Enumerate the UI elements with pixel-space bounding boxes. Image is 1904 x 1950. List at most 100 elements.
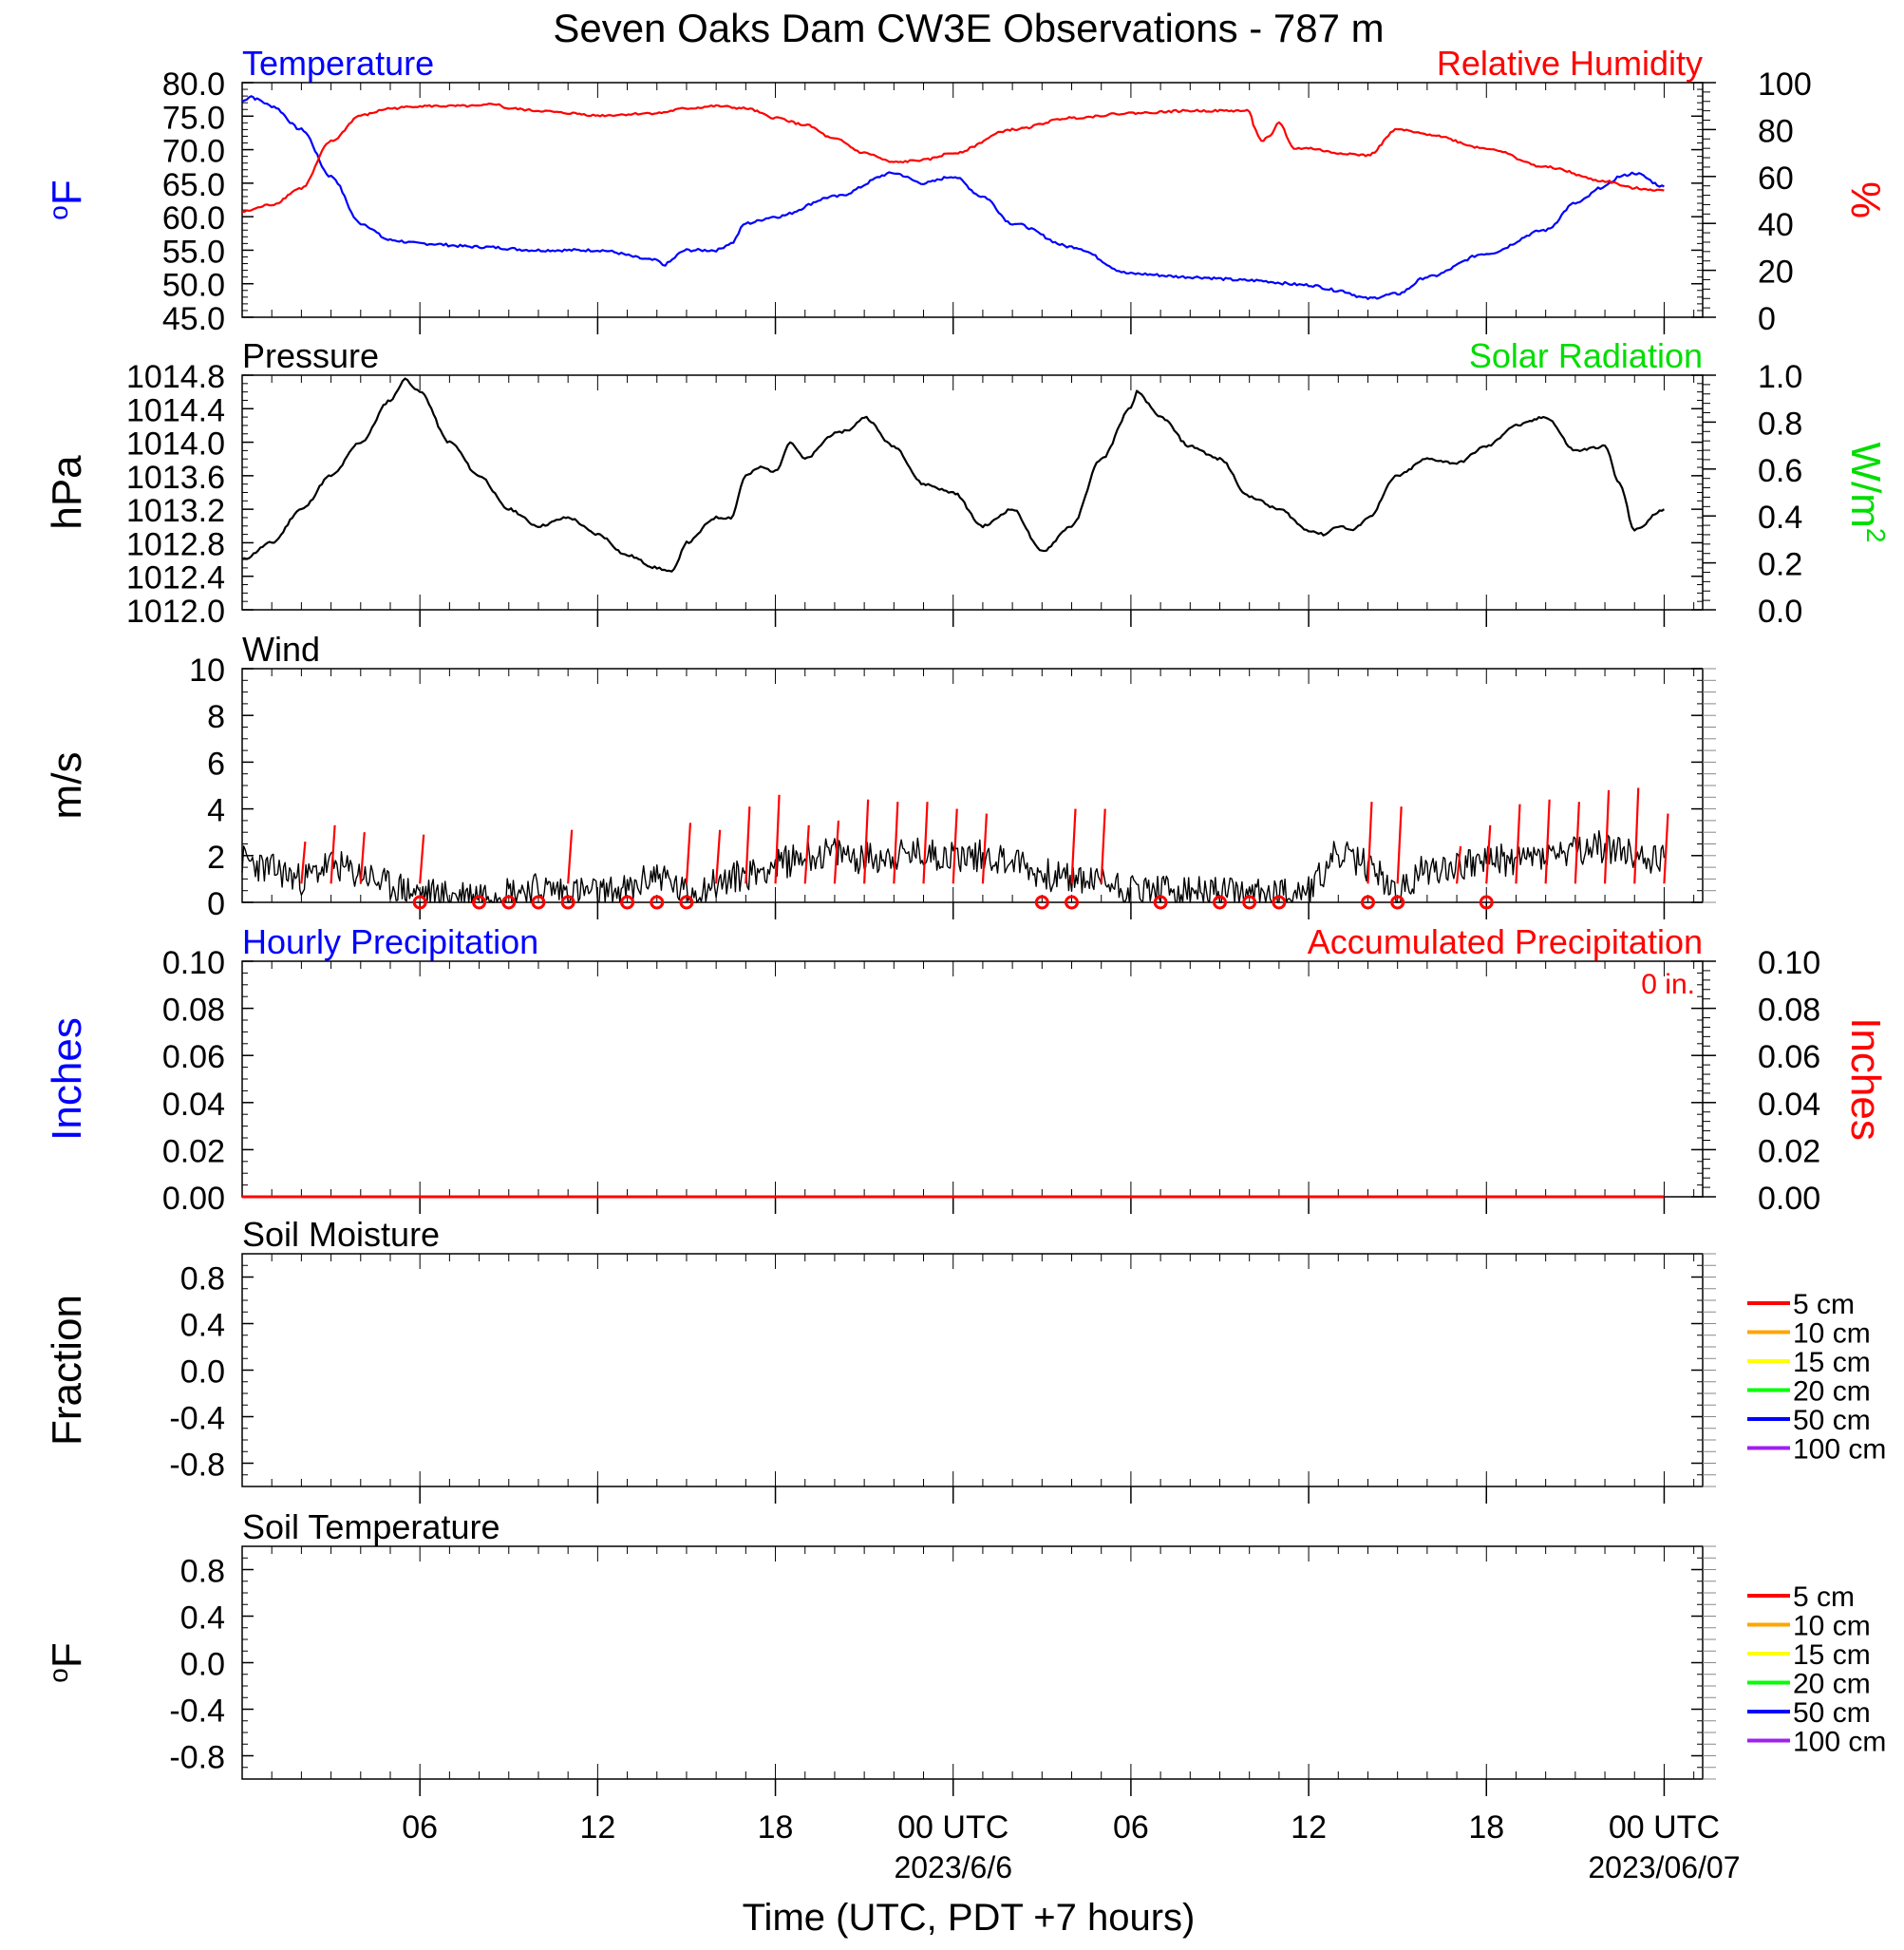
calm-wind-marker [472, 895, 487, 910]
panel-title-left: Hourly Precipitation [242, 922, 538, 961]
x-tick-label: 06 [1113, 1809, 1149, 1846]
wind-barb [330, 824, 336, 884]
x-axis: 06 12 18 00 UTC 2023/6/6 06 12 18 00 UTC 2023/06/… [402, 1809, 1740, 1884]
legend-label: 10 cm [1793, 1318, 1871, 1350]
wind-barb [745, 806, 751, 884]
y-tick-label: 0.0 [180, 1354, 225, 1391]
y-right-tick-label: 1.0 [1758, 359, 1802, 395]
wind-barb [1070, 808, 1077, 884]
panel-wind: 10 8 6 4 2 0 Wind m/s [44, 630, 1716, 922]
wind-barb [1603, 789, 1611, 884]
legend-label: 15 cm [1793, 1639, 1871, 1671]
calm-wind-marker [560, 895, 575, 910]
calm-wind-marker [679, 895, 694, 910]
y-tick-label: 50.0 [162, 268, 225, 304]
y-right-tick-label: 0.10 [1758, 945, 1820, 981]
y-axis-label-left: Fraction [44, 1295, 90, 1446]
y-tick-label: 10 [189, 653, 225, 689]
wind-barb [715, 829, 722, 884]
x-tick-date-label: 2023/06/07 [1588, 1850, 1740, 1884]
wind-barb [1367, 802, 1373, 884]
y-right-tick-label: 0.4 [1758, 500, 1802, 536]
y-axis-label-right: % [1842, 181, 1889, 218]
wind-barb [685, 823, 692, 884]
y-tick-label: 1014.8 [126, 359, 225, 395]
wind-barb [419, 834, 425, 884]
legend-label: 5 cm [1793, 1581, 1855, 1613]
calm-wind-marker [501, 895, 517, 910]
legend-label: 15 cm [1793, 1347, 1871, 1378]
legend-label: 5 cm [1793, 1289, 1855, 1320]
y-tick-label: 45.0 [162, 301, 225, 337]
wind-barb [1396, 806, 1403, 884]
chart-title: Seven Oaks Dam CW3E Observations - 787 m [553, 6, 1384, 50]
panel-title-left: Wind [242, 630, 320, 669]
wind-barb [833, 820, 840, 884]
y-tick-label: 0.02 [162, 1133, 225, 1169]
y-right-tick-label: 0.0 [1758, 594, 1802, 630]
y-axis-label-right: W/m2 [1842, 443, 1891, 543]
wind-barb [1515, 804, 1521, 884]
y-tick-label: 65.0 [162, 167, 225, 203]
y-right-tick-label: 40 [1758, 207, 1794, 243]
x-tick-label: 18 [1468, 1809, 1504, 1846]
y-tick-label: 75.0 [162, 100, 225, 136]
panel-pressure: 1014.81014.41014.01013.61013.21012.81012… [44, 336, 1891, 630]
y-axis-label-left: oF [44, 180, 90, 219]
y-tick-label: 8 [207, 699, 225, 735]
calm-wind-marker [1479, 895, 1494, 910]
y-tick-label: 0.10 [162, 945, 225, 981]
legend-label: 50 cm [1793, 1697, 1871, 1729]
calm-wind-marker [650, 895, 665, 910]
y-axis-label-left: oF [44, 1642, 90, 1682]
wind-barb [1574, 802, 1580, 884]
series-temperature [241, 95, 1665, 300]
calm-wind-marker [1390, 895, 1405, 910]
y-right-tick-label: 0.2 [1758, 547, 1802, 583]
calm-wind-marker [531, 895, 546, 910]
x-tick-label: 00 UTC [897, 1809, 1009, 1846]
y-right-tick-label: 0.8 [1758, 406, 1802, 442]
y-right-tick-label: 60 [1758, 161, 1794, 197]
panel-frame [241, 1545, 1704, 1780]
x-axis-label: Time (UTC, PDT +7 hours) [743, 1897, 1196, 1939]
y-tick-label: 0 [207, 886, 225, 922]
y-right-tick-label: 0 [1758, 301, 1776, 337]
y-tick-label: 1012.0 [126, 594, 225, 630]
y-axis-label-left: Inches [44, 1017, 90, 1141]
y-tick-label: 2 [207, 840, 225, 876]
y-tick-label: -0.8 [169, 1448, 225, 1484]
y-axis-label-left: m/s [44, 752, 90, 820]
x-tick-label: 12 [1291, 1809, 1327, 1846]
panels: 80.075.070.065.060.055.050.045.010080604… [44, 44, 1891, 1796]
calm-wind-marker [1153, 895, 1168, 910]
y-right-tick-label: 100 [1758, 66, 1812, 103]
wind-barb [1485, 824, 1492, 884]
y-right-tick-label: 0.04 [1758, 1087, 1820, 1123]
y-right-tick-label: 80 [1758, 113, 1794, 149]
y-tick-label: 1013.2 [126, 493, 225, 529]
panel-frame [241, 960, 1704, 1198]
y-tick-label: -0.4 [169, 1401, 225, 1437]
y-tick-label: 0.06 [162, 1039, 225, 1075]
y-tick-label: -0.4 [169, 1694, 225, 1730]
wind-barb [359, 832, 366, 884]
y-right-tick-label: 0.02 [1758, 1133, 1820, 1169]
x-tick-label: 12 [579, 1809, 615, 1846]
legend-label: 20 cm [1793, 1376, 1871, 1408]
panel-title-left: Pressure [242, 336, 379, 375]
y-tick-label: 55.0 [162, 234, 225, 270]
calm-wind-marker [1065, 895, 1080, 910]
y-tick-label: 1012.8 [126, 526, 225, 562]
series-relative-humidity [241, 103, 1665, 214]
calm-wind-marker [1272, 895, 1287, 910]
y-tick-label: -0.8 [169, 1740, 225, 1776]
calm-wind-marker [412, 895, 427, 910]
wind-barb [1455, 845, 1462, 884]
y-tick-label: 0.08 [162, 993, 225, 1029]
x-tick-label: 00 UTC [1609, 1809, 1720, 1846]
wind-barb [803, 824, 810, 884]
y-tick-label: 1014.4 [126, 392, 225, 428]
wind-barb [922, 802, 929, 884]
